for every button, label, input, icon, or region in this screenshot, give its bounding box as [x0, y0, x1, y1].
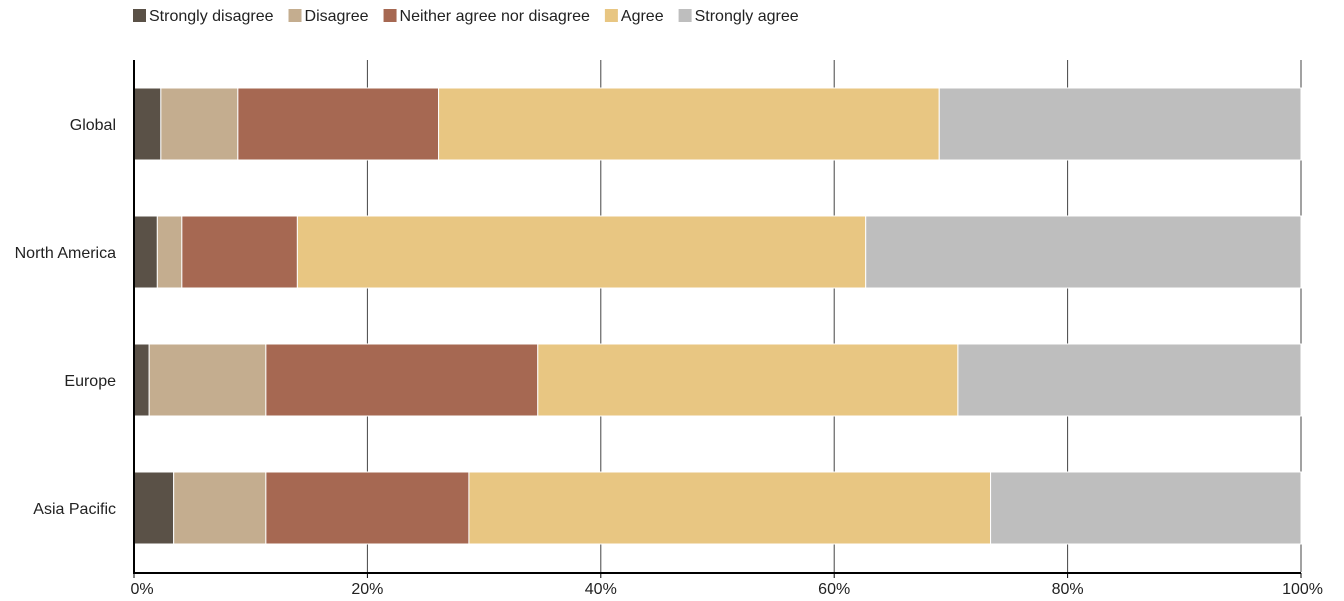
- bars: [133, 87, 1302, 545]
- category-label-north-america: North America: [15, 245, 116, 262]
- bar-asia-pacific-agree: [468, 471, 992, 545]
- x-axis: 0% 20% 40% 60% 80% 100%: [130, 572, 1323, 598]
- legend-label-agree: Agree: [621, 8, 664, 25]
- legend-swatch-strongly-disagree: [133, 9, 146, 22]
- legend-label-strongly-disagree: Strongly disagree: [149, 8, 274, 25]
- x-tick-label-100: 100%: [1282, 581, 1323, 598]
- bar-north-america-strongly-disagree: [133, 215, 158, 289]
- bar-global-strongly-disagree: [133, 87, 162, 161]
- bar-asia-pacific-neither-agree-nor-disagree: [265, 471, 470, 545]
- category-label-europe: Europe: [64, 373, 116, 390]
- bar-asia-pacific-strongly-agree: [990, 471, 1302, 545]
- bar-asia-pacific-strongly-disagree: [133, 471, 175, 545]
- legend-swatch-agree: [604, 9, 618, 22]
- bar-north-america-strongly-agree: [865, 215, 1302, 289]
- category-label-global: Global: [70, 117, 116, 134]
- legend-label-disagree: Disagree: [305, 8, 369, 25]
- legend-swatch-strongly-agree: [678, 9, 692, 22]
- bar-europe-disagree: [148, 343, 267, 417]
- legend-swatch-disagree: [288, 9, 302, 22]
- bar-north-america-neither-agree-nor-disagree: [181, 215, 298, 289]
- x-tick-label-20: 20%: [351, 581, 383, 598]
- category-label-asia-pacific: Asia Pacific: [33, 501, 116, 518]
- x-tick-label-60: 60%: [818, 581, 850, 598]
- legend-label-strongly-agree: Strongly agree: [695, 8, 799, 25]
- legend-swatch-neither-agree-nor-disagree: [383, 9, 397, 22]
- bar-asia-pacific-disagree: [173, 471, 267, 545]
- bar-north-america-disagree: [156, 215, 183, 289]
- bar-europe-agree: [537, 343, 959, 417]
- bar-europe-strongly-disagree: [133, 343, 150, 417]
- x-tick-label-80: 80%: [1052, 581, 1084, 598]
- bar-global-disagree: [160, 87, 239, 161]
- bar-global-strongly-agree: [938, 87, 1302, 161]
- bar-north-america-agree: [296, 215, 867, 289]
- x-tick-label-0: 0%: [130, 581, 153, 598]
- bar-global-agree: [438, 87, 940, 161]
- bar-europe-strongly-agree: [957, 343, 1302, 417]
- x-tick-label-40: 40%: [585, 581, 617, 598]
- y-axis: Global North America Europe Asia Pacific: [15, 60, 135, 574]
- bar-europe-neither-agree-nor-disagree: [265, 343, 539, 417]
- legend: Strongly disagree Disagree Neither agree n…: [133, 8, 799, 25]
- legend-label-neither-agree-nor-disagree: Neither agree nor disagree: [400, 8, 590, 25]
- bar-global-neither-agree-nor-disagree: [237, 87, 440, 161]
